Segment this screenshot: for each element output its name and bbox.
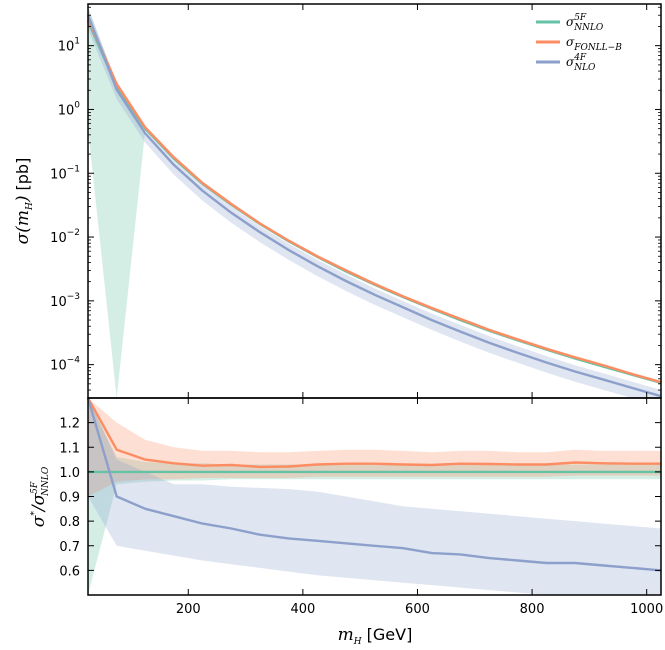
top-line-fonll-b (86, 18, 662, 384)
bottom-panel-frame (87, 397, 662, 596)
top-ytick-label: 101 (58, 37, 80, 55)
xlabel: mH [GeV] (338, 625, 413, 647)
bottom-line-fonll-b (86, 397, 661, 469)
legend-entry-5f-nnlo: σ5F NNLO (536, 13, 604, 33)
bottom-ylabel: σ*/σ5FNNLO (29, 466, 51, 527)
axis-ticks (88, 4, 661, 595)
xtick-label: 400 (290, 602, 315, 617)
top-ytick-label: 10−3 (50, 292, 80, 310)
xtick-label: 200 (176, 602, 201, 617)
bottom-ytick-label: 1.1 (59, 441, 80, 456)
top-ytick-label: 10−4 (50, 356, 80, 374)
top-ytick-label: 100 (58, 100, 81, 118)
bottom-line-4f-nlo (86, 397, 662, 572)
bottom-series-lines (86, 397, 662, 572)
xtick-label: 600 (405, 602, 430, 617)
bottom-ytick-label: 1.2 (59, 417, 80, 432)
legend-entry-fonll-b: σFONLL−B (536, 35, 622, 53)
legend-entry-4f-nlo: σ4F NLO (536, 53, 596, 73)
bottom-band-4f-nlo (88, 398, 661, 595)
bottom-band-fonll-b (88, 398, 661, 497)
tick-labels: 10−4 10−3 10−2 10−1 100 101 0.6 0.7 0.8 0.9 1.0 1.1… (50, 37, 663, 617)
bottom-ytick-label: 1.0 (59, 466, 80, 481)
bottom-ytick-label: 0.6 (59, 564, 80, 579)
top-ytick-label: 10−1 (50, 164, 80, 182)
bottom-ytick-label: 0.8 (59, 515, 80, 530)
top-line-4f-nlo (86, 14, 662, 398)
bottom-ytick-label: 0.9 (59, 491, 80, 506)
top-series-lines (86, 14, 662, 398)
xtick-label: 800 (520, 602, 545, 617)
legend-label-fonll-b: σFONLL−B (566, 35, 622, 53)
top-ytick-label: 10−2 (50, 228, 80, 246)
legend-label-4f-nlo: σ4F NLO (566, 53, 596, 73)
legend: σ5F NNLO σFONLL−B σ4F NLO (536, 13, 622, 73)
xtick-label: 1000 (630, 602, 663, 617)
legend-label-5f-nnlo: σ5F NNLO (566, 13, 604, 33)
top-ylabel: σ(mH)[pb] (13, 158, 35, 245)
top-line-5f-nnlo (86, 20, 662, 384)
bottom-ytick-label: 0.7 (59, 540, 80, 555)
bottom-uncertainty-bands (88, 398, 661, 595)
